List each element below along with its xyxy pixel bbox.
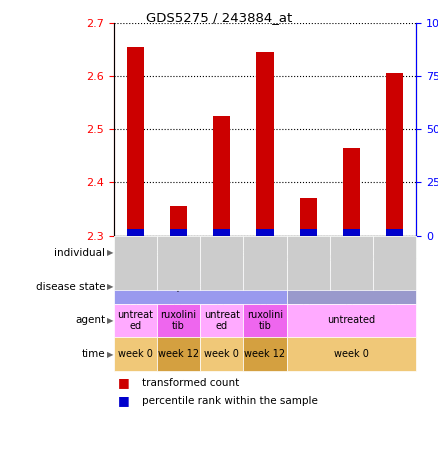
Text: week 0: week 0 (205, 349, 239, 360)
Bar (300, 229, 317, 236)
Bar (170, 206, 187, 236)
Bar (200, 236, 286, 270)
Text: GDS5275 / 243884_at: GDS5275 / 243884_at (146, 11, 292, 24)
Text: control
subject 3: control subject 3 (372, 242, 417, 263)
Text: patient 1: patient 1 (135, 247, 179, 258)
Text: ▶: ▶ (107, 248, 114, 257)
Bar (244, 304, 286, 337)
Bar (343, 148, 360, 236)
Text: week 0: week 0 (118, 349, 153, 360)
Bar (373, 236, 416, 270)
Bar (114, 236, 200, 270)
Bar (256, 52, 274, 236)
Bar (213, 229, 230, 236)
Text: disease state: disease state (35, 281, 105, 292)
Bar (170, 229, 187, 236)
Bar (157, 304, 200, 337)
Text: week 12: week 12 (244, 349, 286, 360)
Bar (244, 337, 286, 371)
Text: ▶: ▶ (107, 316, 114, 325)
Text: ruxolini
tib: ruxolini tib (247, 310, 283, 331)
Bar (286, 236, 330, 270)
Bar (286, 337, 416, 371)
Text: ▶: ▶ (107, 282, 114, 291)
Text: ■: ■ (118, 376, 130, 389)
Text: untreat
ed: untreat ed (204, 310, 240, 331)
Bar (114, 337, 157, 371)
Text: alopecia areata: alopecia areata (162, 281, 238, 292)
Text: normal: normal (334, 281, 368, 292)
Text: ruxolini
tib: ruxolini tib (161, 310, 197, 331)
Bar (127, 47, 144, 236)
Bar (386, 73, 403, 236)
Text: percentile rank within the sample: percentile rank within the sample (142, 396, 318, 406)
Text: control
subject 2: control subject 2 (329, 242, 374, 263)
Bar (213, 116, 230, 236)
Text: individual: individual (54, 247, 105, 258)
Text: patient 2: patient 2 (221, 247, 265, 258)
Bar (200, 337, 244, 371)
Text: control
subject 1: control subject 1 (286, 242, 331, 263)
Text: untreat
ed: untreat ed (117, 310, 153, 331)
Bar (256, 229, 274, 236)
Bar (157, 337, 200, 371)
Bar (286, 304, 416, 337)
Bar (127, 229, 144, 236)
Bar (386, 229, 403, 236)
Bar (343, 229, 360, 236)
Text: ▶: ▶ (107, 350, 114, 359)
Text: week 12: week 12 (158, 349, 199, 360)
Bar (330, 236, 373, 270)
Bar (114, 270, 286, 304)
Text: time: time (81, 349, 105, 360)
Bar (286, 270, 416, 304)
Bar (200, 304, 244, 337)
Bar (114, 304, 157, 337)
Text: ■: ■ (118, 395, 130, 407)
Text: week 0: week 0 (334, 349, 369, 360)
Text: agent: agent (75, 315, 105, 326)
Text: untreated: untreated (327, 315, 375, 326)
Text: transformed count: transformed count (142, 378, 240, 388)
Bar (300, 198, 317, 236)
